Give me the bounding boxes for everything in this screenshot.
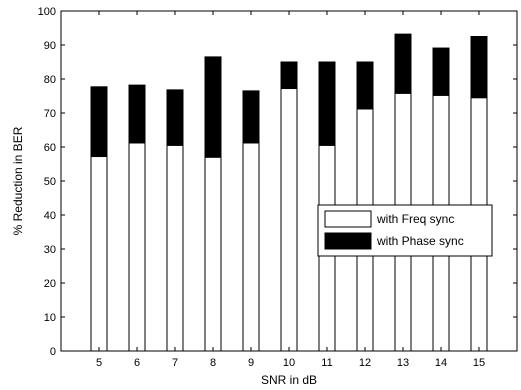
bar-phase-10 xyxy=(280,61,298,90)
bar-phase-7 xyxy=(166,89,184,146)
y-tick-label-60: 60 xyxy=(44,142,56,154)
legend-swatch-freq xyxy=(324,210,372,228)
bar-phase-13 xyxy=(394,33,412,94)
bar-phase-9 xyxy=(242,90,260,144)
bar-phase-11 xyxy=(318,61,336,146)
x-tick-label-6: 6 xyxy=(134,357,140,369)
bar-phase-15 xyxy=(470,36,488,99)
x-tick-label-9: 9 xyxy=(248,357,254,369)
x-axis-label: SNR in dB xyxy=(261,373,317,387)
legend-label-freq: with Freq sync xyxy=(376,212,454,226)
bar-phase-5 xyxy=(90,86,108,158)
x-ticks-group: 5 6 7 8 9 10 11 12 13 14 15 xyxy=(96,11,485,369)
legend-label-phase: with Phase sync xyxy=(376,234,464,248)
x-tick-label-15: 15 xyxy=(473,357,485,369)
bar-phase-6 xyxy=(128,84,146,144)
x-tick-label-14: 14 xyxy=(435,357,447,369)
y-tick-label-30: 30 xyxy=(44,244,56,256)
y-tick-label-0: 0 xyxy=(50,346,56,358)
bar-freq-9 xyxy=(242,142,260,352)
y-tick-label-70: 70 xyxy=(44,108,56,120)
bar-freq-8 xyxy=(204,156,222,352)
bar-freq-7 xyxy=(166,144,184,352)
bar-freq-10 xyxy=(280,88,298,352)
legend-swatch-phase xyxy=(324,232,372,250)
y-ticks-group: 0 10 20 30 40 50 60 70 80 90 100 xyxy=(38,6,517,358)
bar-phase-12 xyxy=(356,61,374,110)
x-tick-label-12: 12 xyxy=(359,357,371,369)
y-axis-label: % Reduction in BER xyxy=(11,126,25,235)
y-tick-label-50: 50 xyxy=(44,176,56,188)
bar-phase-8 xyxy=(204,56,222,158)
y-tick-label-90: 90 xyxy=(44,40,56,52)
y-tick-label-20: 20 xyxy=(44,278,56,290)
x-tick-label-8: 8 xyxy=(210,357,216,369)
legend: with Freq sync with Phase sync xyxy=(317,204,493,257)
y-tick-label-10: 10 xyxy=(44,312,56,324)
x-tick-label-7: 7 xyxy=(172,357,178,369)
x-tick-label-5: 5 xyxy=(96,357,102,369)
bar-freq-6 xyxy=(128,142,146,352)
y-tick-label-100: 100 xyxy=(38,6,56,18)
x-tick-label-11: 11 xyxy=(321,357,332,369)
y-tick-label-80: 80 xyxy=(44,74,56,86)
bar-phase-14 xyxy=(432,47,450,96)
y-tick-label-40: 40 xyxy=(44,210,56,222)
x-tick-label-13: 13 xyxy=(397,357,409,369)
bar-freq-5 xyxy=(90,156,108,352)
x-tick-label-10: 10 xyxy=(283,357,295,369)
bars-group xyxy=(90,33,488,352)
